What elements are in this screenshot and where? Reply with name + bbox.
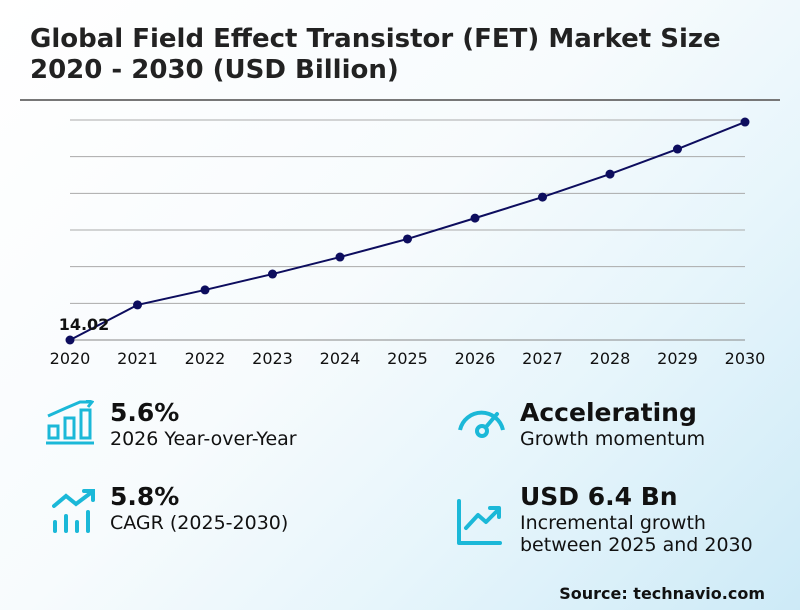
stat-label: Growth momentum — [520, 428, 706, 450]
data-point — [470, 213, 480, 223]
stat-label: CAGR (2025-2030) — [110, 512, 289, 534]
data-point — [268, 269, 277, 279]
data-point — [605, 169, 615, 179]
data-label: 14.02 — [59, 315, 110, 334]
data-point — [673, 144, 682, 154]
trend-up-bars-icon — [52, 488, 98, 540]
data-point — [65, 335, 75, 345]
x-tick-label: 2029 — [657, 349, 698, 368]
speedometer-icon — [457, 405, 507, 445]
data-point — [538, 192, 547, 202]
line-chart-up-icon — [456, 498, 504, 550]
data-point — [335, 252, 345, 262]
x-tick-label: 2028 — [590, 349, 631, 368]
x-tick-label: 2021 — [117, 349, 158, 368]
page-title: Global Field Effect Transistor (FET) Mar… — [30, 24, 721, 85]
line-chart: 2020 2021 2022 2023 2024 2025 2026 2027 2028 2029… — [50, 117, 766, 368]
x-tick-label: 2024 — [320, 349, 361, 368]
stat-value: 5.6% — [110, 398, 180, 427]
title-divider — [20, 99, 780, 101]
data-point — [200, 285, 210, 295]
series-line — [69, 121, 746, 341]
x-tick-label: 2020 — [50, 349, 91, 368]
x-tick-label: 2022 — [185, 349, 226, 368]
stat-value: 5.8% — [110, 482, 180, 511]
stat-value: USD 6.4 Bn — [520, 482, 678, 511]
x-tick-label: 2030 — [725, 349, 766, 368]
stat-value: Accelerating — [520, 398, 697, 427]
x-tick-label: 2025 — [387, 349, 428, 368]
x-tick-label: 2026 — [455, 349, 496, 368]
data-point — [740, 117, 750, 127]
x-tick-label: 2023 — [252, 349, 293, 368]
data-point — [133, 300, 142, 310]
source-note: Source: technavio.com — [559, 584, 765, 603]
x-tick-label: 2027 — [522, 349, 563, 368]
stat-label: 2026 Year-over-Year — [110, 428, 297, 450]
stat-label: Incremental growth between 2025 and 2030 — [520, 512, 753, 556]
data-point — [403, 234, 412, 244]
bar-chart-growth-icon — [46, 398, 95, 450]
